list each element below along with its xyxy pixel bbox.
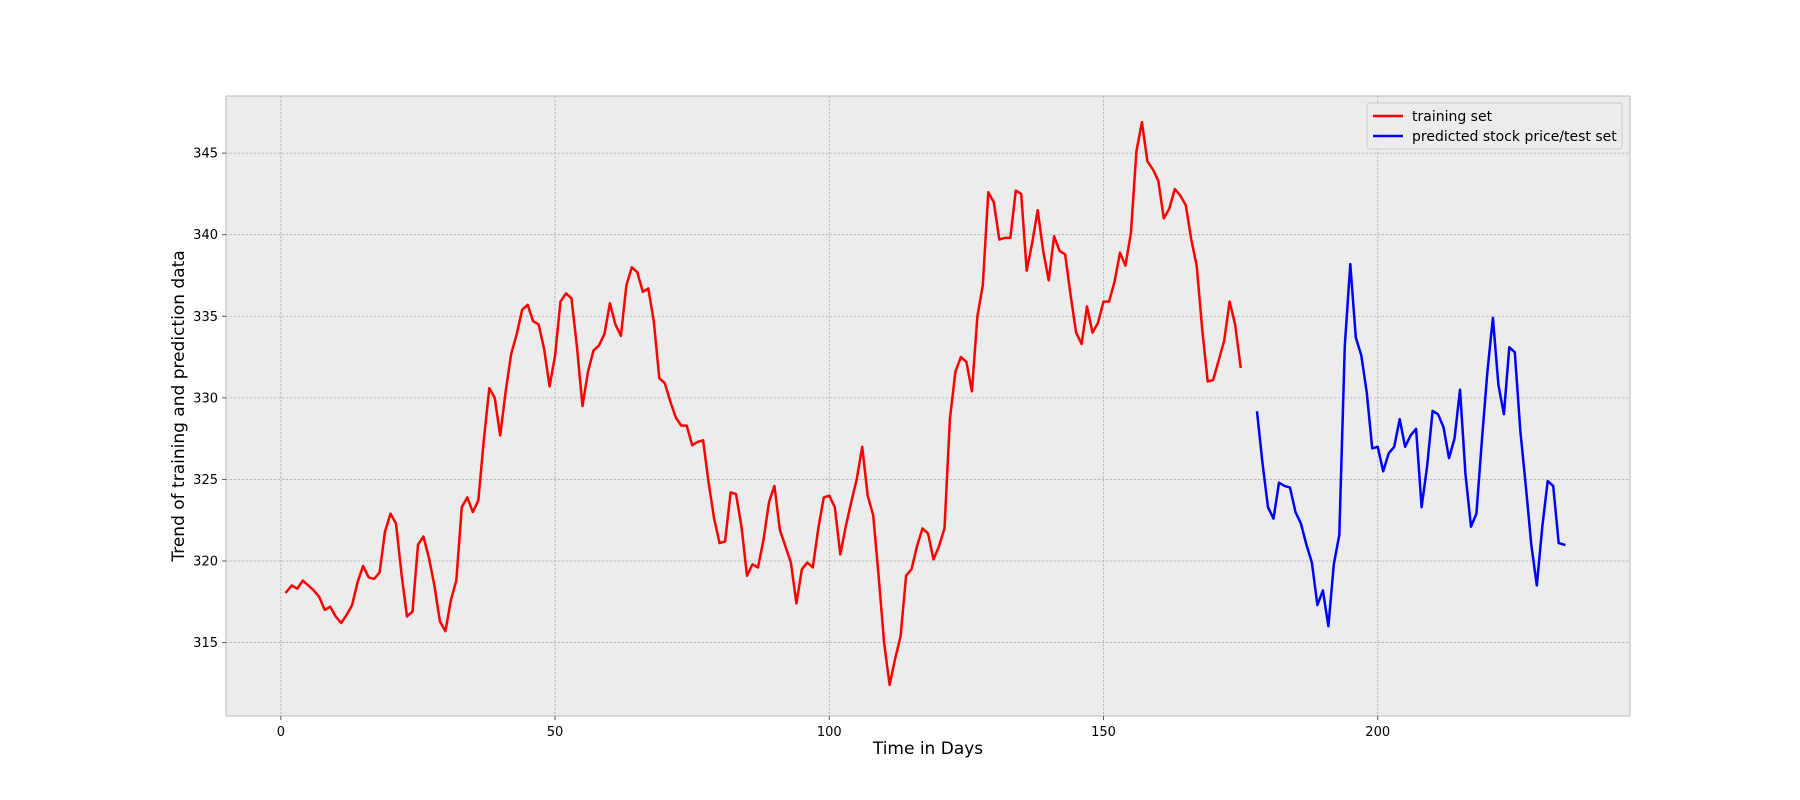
grid xyxy=(226,96,1630,716)
series-line-predicted-stock-price-test-set xyxy=(1255,262,1566,628)
x-tick-label: 0 xyxy=(277,725,285,740)
legend-label-predicted-stock-price: predicted stock price/test set xyxy=(1412,129,1617,145)
y-axis-label: Trend of training and prediction data xyxy=(169,250,189,562)
x-axis-label: Time in Days xyxy=(872,739,983,759)
y-tick-label: 315 xyxy=(193,636,218,651)
legend-label-training-set: training set xyxy=(1412,109,1493,125)
y-tick-label: 340 xyxy=(193,228,218,243)
plot-area xyxy=(226,96,1630,716)
legend-box xyxy=(1366,102,1623,150)
y-tick-label: 325 xyxy=(193,473,218,488)
x-tick-label: 200 xyxy=(1365,725,1390,740)
plot-frame xyxy=(225,95,1631,717)
y-tick-label: 345 xyxy=(193,147,218,162)
series-lines xyxy=(284,120,1566,687)
x-axis-ticks: 0 50 100 150 200 xyxy=(277,716,1390,740)
y-tick-label: 330 xyxy=(193,391,218,406)
x-tick-label: 50 xyxy=(547,725,564,740)
series-line-training-set xyxy=(284,120,1243,687)
legend: training set predicted stock price/test … xyxy=(1366,102,1623,150)
y-tick-label: 320 xyxy=(193,555,218,570)
y-tick-label: 335 xyxy=(193,310,218,325)
x-tick-label: 150 xyxy=(1091,725,1116,740)
y-axis-ticks: 315 320 325 330 335 340 345 xyxy=(193,147,226,651)
x-tick-label: 100 xyxy=(817,725,842,740)
